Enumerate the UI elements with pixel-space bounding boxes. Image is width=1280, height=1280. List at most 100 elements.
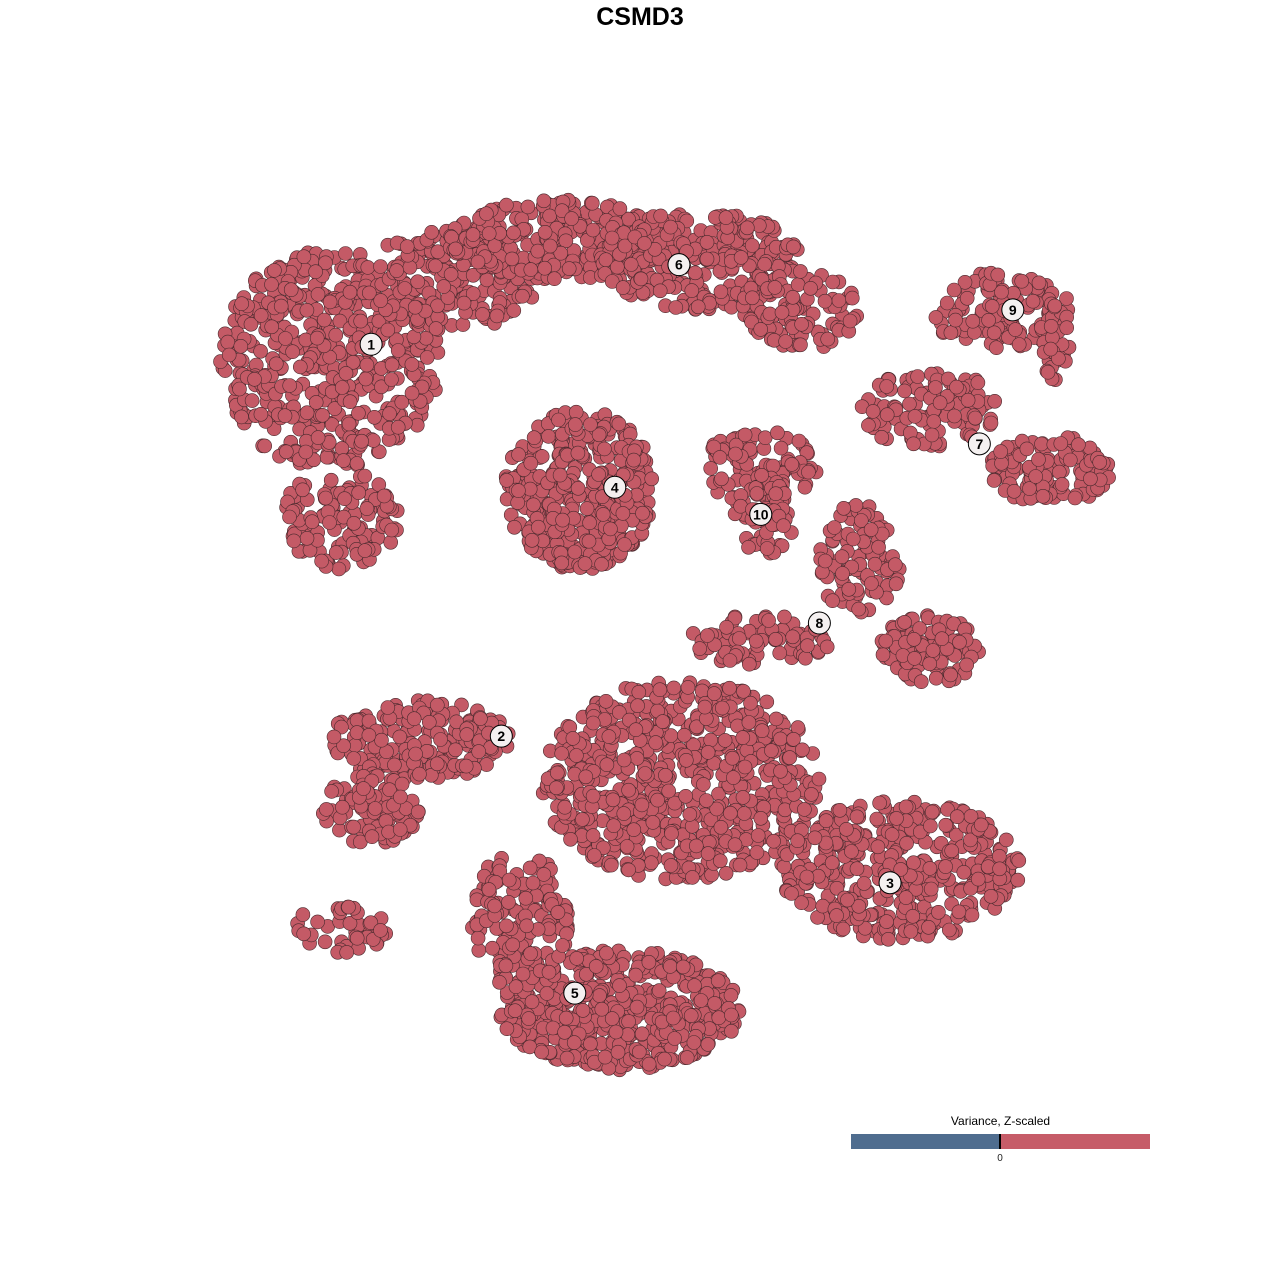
data-point — [373, 923, 388, 938]
data-point — [683, 1008, 699, 1023]
data-point — [586, 848, 602, 863]
data-point — [456, 295, 472, 311]
data-point — [768, 486, 784, 502]
data-point — [964, 907, 980, 923]
data-point — [428, 258, 443, 274]
data-point — [839, 821, 854, 837]
data-point — [278, 444, 294, 460]
data-point — [505, 937, 521, 953]
data-point — [869, 811, 885, 827]
data-point — [700, 1037, 716, 1052]
data-point — [768, 711, 784, 727]
data-point — [575, 1003, 591, 1018]
data-point — [515, 966, 531, 982]
data-point — [319, 802, 334, 817]
data-point — [475, 307, 490, 322]
data-point — [409, 417, 425, 433]
data-point — [697, 699, 713, 715]
data-point — [221, 347, 237, 363]
data-point — [399, 239, 415, 254]
data-point — [455, 317, 471, 332]
data-point — [817, 293, 833, 309]
data-point — [840, 892, 855, 908]
data-point — [499, 918, 514, 934]
data-point — [328, 545, 344, 560]
data-point — [820, 331, 836, 347]
data-point — [722, 680, 737, 696]
data-point — [511, 447, 526, 462]
data-point — [559, 1050, 575, 1066]
data-point — [526, 497, 541, 513]
data-point — [465, 227, 481, 242]
data-point — [906, 436, 921, 452]
data-point — [555, 512, 570, 528]
data-point — [713, 284, 729, 300]
data-point — [581, 533, 597, 549]
data-point — [523, 455, 539, 471]
data-point — [928, 380, 943, 395]
data-point — [762, 306, 778, 322]
data-point — [296, 249, 312, 265]
data-point — [358, 371, 374, 387]
data-point — [706, 686, 722, 701]
data-point — [959, 657, 975, 673]
data-point — [1006, 483, 1022, 499]
data-point — [598, 693, 614, 709]
data-point — [797, 479, 813, 495]
data-point — [973, 817, 989, 833]
data-point — [934, 631, 950, 647]
data-point — [374, 379, 389, 395]
data-point — [924, 804, 940, 820]
data-point — [753, 322, 769, 337]
data-point — [623, 257, 639, 272]
data-point — [552, 467, 568, 483]
data-point — [694, 683, 710, 699]
data-point — [631, 684, 647, 700]
data-point — [998, 832, 1014, 848]
data-point — [585, 222, 601, 238]
data-point — [539, 986, 555, 1001]
cluster-label-8: 8 — [807, 611, 831, 635]
data-point — [939, 295, 955, 311]
data-point — [615, 506, 631, 521]
data-point — [356, 781, 371, 796]
data-point — [549, 765, 565, 781]
data-point — [631, 1044, 647, 1060]
data-point — [1019, 441, 1035, 457]
data-point — [299, 405, 315, 421]
data-point — [749, 845, 765, 860]
data-point — [314, 553, 329, 569]
data-point — [770, 425, 785, 441]
data-point — [338, 366, 354, 381]
cluster-label-text: 3 — [886, 875, 894, 891]
data-point — [1063, 452, 1078, 468]
data-point — [351, 405, 366, 421]
data-point — [867, 556, 883, 572]
data-point — [526, 430, 542, 446]
cluster-label-text: 4 — [611, 479, 619, 495]
data-point — [273, 298, 289, 314]
data-point — [757, 256, 772, 272]
data-point — [712, 450, 728, 465]
cluster-label-text: 7 — [975, 436, 983, 452]
legend-high-segment — [1000, 1134, 1150, 1149]
data-point — [322, 294, 338, 310]
data-point — [525, 875, 541, 891]
data-point — [1010, 872, 1026, 888]
data-point — [309, 330, 325, 346]
data-point — [612, 978, 627, 993]
data-point — [570, 445, 586, 461]
data-point — [736, 683, 751, 699]
data-point — [983, 415, 999, 431]
data-point — [521, 1011, 537, 1026]
cluster-label-7: 7 — [967, 432, 991, 456]
data-point — [645, 815, 661, 830]
data-point — [336, 453, 351, 468]
data-point — [835, 566, 850, 581]
data-point — [534, 1044, 550, 1060]
data-point — [652, 283, 668, 299]
data-point — [648, 735, 664, 750]
data-point — [359, 357, 375, 373]
data-point — [960, 392, 976, 408]
data-point — [748, 633, 764, 649]
